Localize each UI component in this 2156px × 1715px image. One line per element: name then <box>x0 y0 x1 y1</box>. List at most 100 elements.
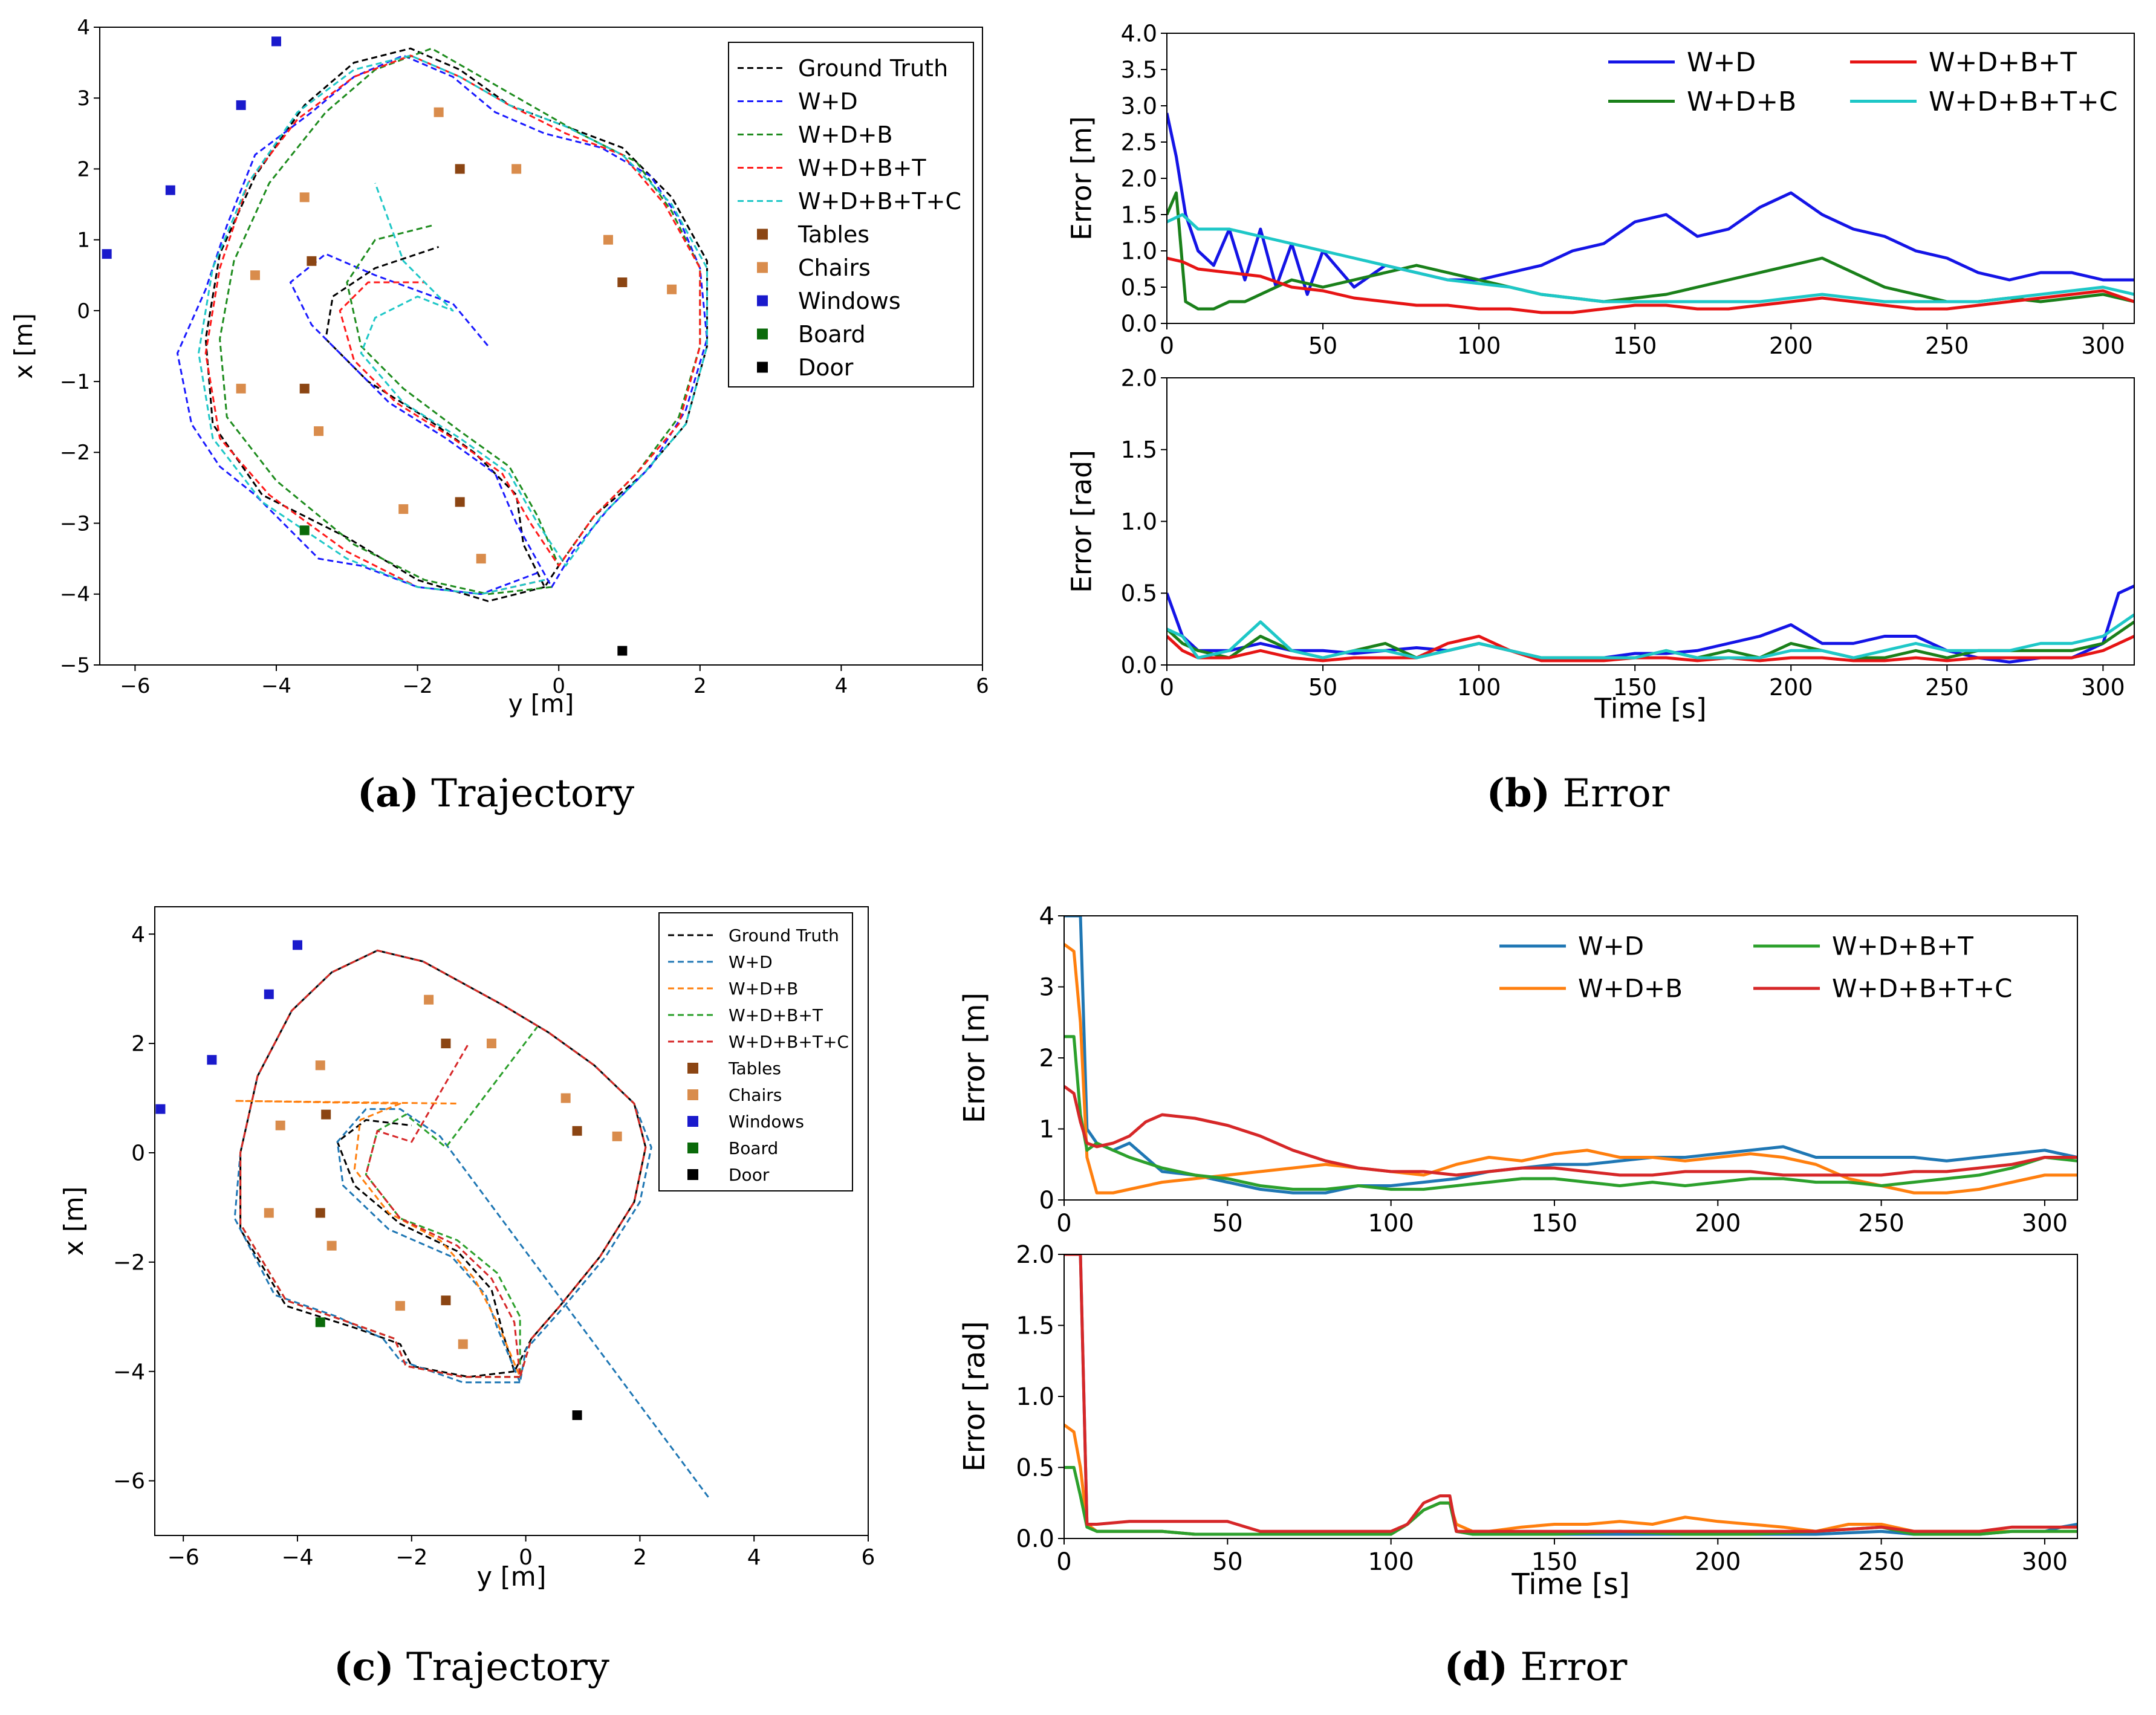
marker-chairs <box>433 107 444 117</box>
series-line-w-d-b-t <box>239 949 647 1378</box>
legend-label: Door <box>798 354 854 381</box>
marker-chairs <box>299 192 310 203</box>
legend-marker <box>687 1089 698 1100</box>
legend-label: W+D+B <box>729 979 798 999</box>
x-tick-label: 200 <box>1769 332 1813 359</box>
chart-b-top: 0 50 100 150 200 250 300 0.0 0.5 1.0 1.5 2.0 2.5 3.0 3… <box>1066 20 2135 359</box>
marker-windows <box>207 1055 217 1065</box>
x-tick-label: −2 <box>395 1545 427 1570</box>
chart-c: −6 −4 −2 0 2 4 6 −6 −4 −2 0 2 4 y [m] x [m] Ground Trut… <box>59 906 875 1592</box>
x-tick-label: 150 <box>1613 674 1657 701</box>
legend-label: W+D+B+T <box>798 155 926 181</box>
plot-frame <box>154 906 869 1536</box>
legend-label: W+D+B+T <box>1929 47 2077 78</box>
series-group <box>1064 1254 2077 1536</box>
x-tick-label: 50 <box>1308 674 1337 701</box>
plot-frame <box>1063 1254 2078 1539</box>
legend-label: W+D+B+T+C <box>798 188 961 215</box>
marker-tables <box>572 1126 582 1136</box>
series-line-w-d-b-t <box>1167 635 2134 663</box>
legend-label: Tables <box>728 1059 781 1078</box>
legend-label: Chairs <box>729 1085 782 1105</box>
x-tick-label: 200 <box>1695 1548 1741 1576</box>
marker-tables <box>441 1039 451 1049</box>
legend-box <box>728 42 974 387</box>
x-tick-label: −6 <box>167 1545 200 1570</box>
y-tick-label: −5 <box>60 653 90 678</box>
marker-board <box>299 525 310 536</box>
y-tick-label: 2.0 <box>1016 1241 1054 1269</box>
legend-label: Board <box>798 321 866 348</box>
legend-marker <box>757 229 768 240</box>
x-tick-label: 250 <box>1925 674 1969 701</box>
y-tick-label: 3.0 <box>1121 92 1157 119</box>
legend-label: W+D <box>729 952 773 972</box>
legend-label: W+D+B+T <box>729 1005 823 1025</box>
marker-chairs <box>395 1301 405 1311</box>
marker-windows <box>293 940 302 950</box>
legend-label: Windows <box>798 288 901 314</box>
series-group <box>1167 585 2134 664</box>
x-tick-label: 150 <box>1613 332 1657 359</box>
y-tick-label: −4 <box>60 583 90 607</box>
y-tick-label: 0.5 <box>1121 580 1157 607</box>
x-tick-label: 300 <box>2022 1210 2068 1237</box>
y-tick-label: −1 <box>60 370 90 394</box>
marker-windows <box>102 249 112 259</box>
legend-label: Ground Truth <box>729 926 839 945</box>
y-tick-label: 2 <box>131 1032 145 1057</box>
x-tick-label: 250 <box>1925 332 1969 359</box>
series-line-w-d-b <box>219 47 701 595</box>
marker-chairs <box>315 1060 325 1071</box>
y-tick-label: 0.0 <box>1016 1525 1054 1553</box>
x-tick-label: 4 <box>835 674 848 698</box>
legend-marker <box>757 295 768 306</box>
legend-label: W+D <box>1687 47 1756 78</box>
y-tick-label: −2 <box>60 441 90 465</box>
y-tick-label: 0 <box>77 299 90 323</box>
marker-tables <box>315 1208 325 1218</box>
x-tick-label: 50 <box>1308 332 1337 359</box>
x-tick-label: 150 <box>1531 1210 1577 1237</box>
y-tick-label: 2 <box>1039 1045 1054 1072</box>
x-tick-label: 0 <box>552 674 565 698</box>
marker-chairs <box>476 554 486 564</box>
legend-marker <box>757 361 768 373</box>
caption-a: (a) Trajectory <box>357 771 635 816</box>
y-tick-label: 0 <box>131 1141 145 1166</box>
marker-tables <box>299 383 310 394</box>
plot-frame <box>1063 915 2078 1201</box>
x-axis-label: y [m] <box>508 689 574 718</box>
x-tick-label: 6 <box>976 674 989 698</box>
x-tick-label: 100 <box>1368 1548 1414 1576</box>
legend-label: W+D+B+T+C <box>1929 86 2118 117</box>
series-line-w-d-b <box>1064 1423 2077 1536</box>
legend-label: Windows <box>729 1112 804 1132</box>
x-tick-label: 2 <box>693 674 707 698</box>
y-axis-label: Error [m] <box>958 993 992 1123</box>
y-tick-label: 2.0 <box>1121 365 1157 391</box>
plot-frame <box>1166 377 2135 666</box>
legend-label: W+D+B <box>1578 974 1683 1003</box>
y-tick-label: 3.5 <box>1121 56 1157 83</box>
legend-label: W+D+B <box>798 122 893 148</box>
caption-c: (c) Trajectory <box>334 1644 609 1690</box>
x-tick-label: −2 <box>403 674 433 698</box>
y-tick-label: 0.5 <box>1121 274 1157 300</box>
x-tick-label: 250 <box>1858 1210 1904 1237</box>
caption-b: (b) Error <box>1486 771 1670 816</box>
y-tick-label: −6 <box>113 1469 145 1494</box>
y-tick-label: 4 <box>1039 903 1054 930</box>
marker-windows <box>264 989 274 999</box>
y-tick-label: 1.0 <box>1121 508 1157 535</box>
x-tick-label: 300 <box>2081 332 2125 359</box>
marker-chairs <box>603 235 613 245</box>
x-tick-label: 250 <box>1858 1548 1904 1576</box>
marker-chairs <box>314 426 324 436</box>
x-axis-label: Time [s] <box>1511 1567 1629 1601</box>
legend-marker <box>687 1169 698 1180</box>
legend-marker <box>687 1063 698 1074</box>
marker-windows <box>271 36 281 47</box>
series-line-w-d-b-t <box>1064 1466 2077 1536</box>
